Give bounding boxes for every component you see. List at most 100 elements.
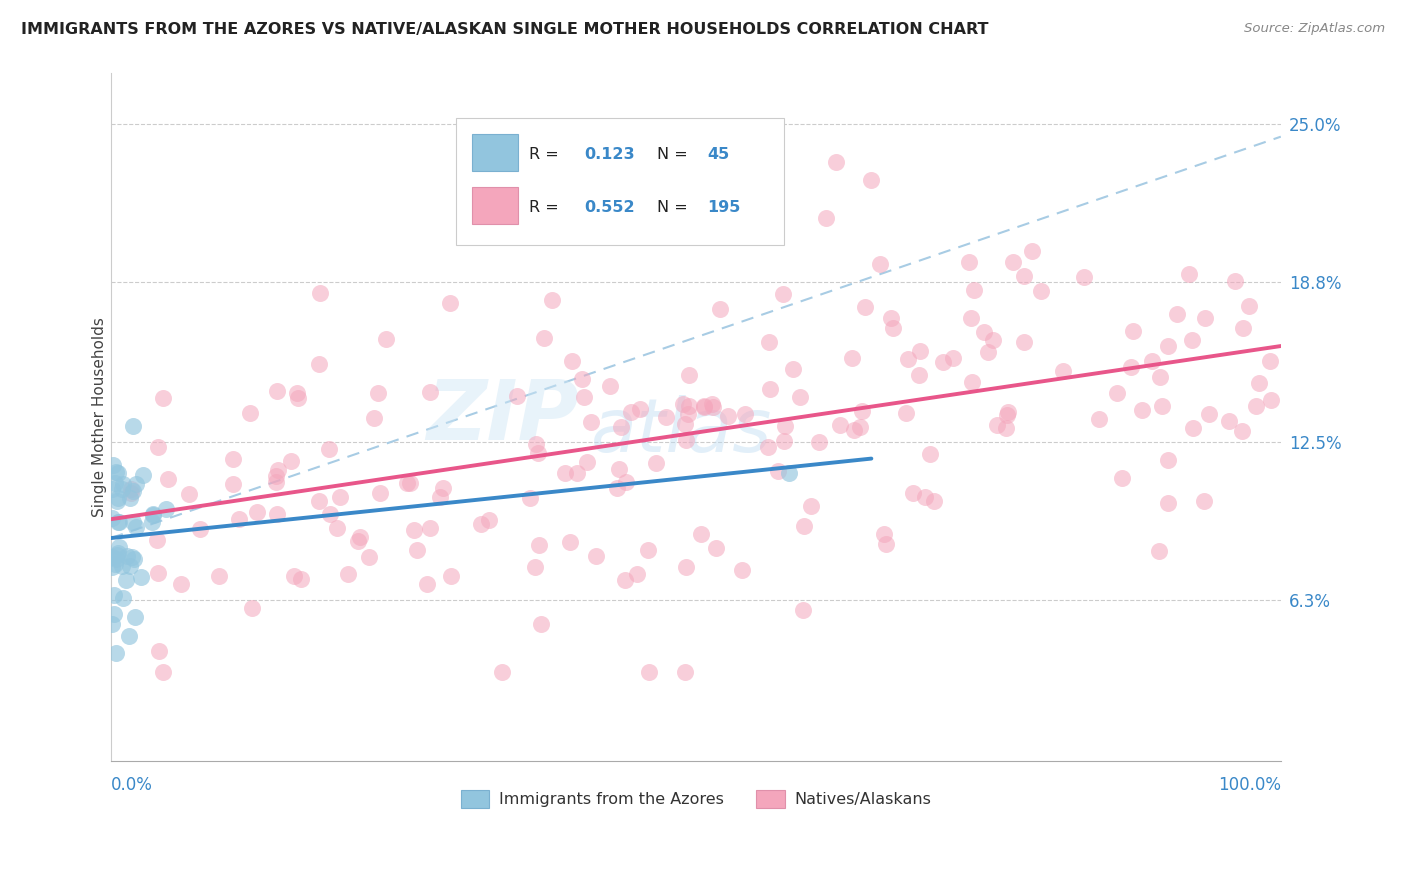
- Natives/Alaskans: [560, 534, 582, 549]
- Natives/Alaskans: [337, 566, 360, 581]
- Immigrants from the Azores: [107, 546, 129, 560]
- Natives/Alaskans: [576, 455, 599, 469]
- Natives/Alaskans: [628, 402, 651, 417]
- Natives/Alaskans: [894, 406, 917, 420]
- Immigrants from the Azores: [104, 465, 127, 479]
- Natives/Alaskans: [402, 523, 425, 537]
- Natives/Alaskans: [478, 513, 501, 527]
- Immigrants from the Azores: [101, 617, 124, 632]
- Natives/Alaskans: [367, 386, 389, 401]
- Natives/Alaskans: [599, 378, 621, 392]
- Natives/Alaskans: [676, 407, 699, 421]
- Natives/Alaskans: [509, 194, 531, 208]
- Natives/Alaskans: [637, 542, 659, 557]
- Immigrants from the Azores: [155, 501, 177, 516]
- Natives/Alaskans: [869, 257, 891, 271]
- Natives/Alaskans: [976, 345, 998, 359]
- Natives/Alaskans: [842, 424, 865, 438]
- Immigrants from the Azores: [124, 609, 146, 624]
- Immigrants from the Azores: [132, 468, 155, 483]
- Natives/Alaskans: [146, 566, 169, 580]
- Immigrants from the Azores: [121, 549, 143, 564]
- Natives/Alaskans: [756, 440, 779, 454]
- Natives/Alaskans: [759, 382, 782, 396]
- Natives/Alaskans: [188, 523, 211, 537]
- Natives/Alaskans: [986, 418, 1008, 433]
- Natives/Alaskans: [772, 286, 794, 301]
- Natives/Alaskans: [675, 559, 697, 574]
- Natives/Alaskans: [1142, 354, 1164, 368]
- Natives/Alaskans: [308, 494, 330, 508]
- FancyBboxPatch shape: [456, 118, 783, 245]
- Immigrants from the Azores: [101, 458, 124, 473]
- Natives/Alaskans: [368, 486, 391, 500]
- Natives/Alaskans: [910, 344, 932, 359]
- Natives/Alaskans: [419, 385, 441, 400]
- Natives/Alaskans: [1178, 267, 1201, 281]
- Immigrants from the Azores: [111, 558, 134, 573]
- Text: R =: R =: [529, 200, 564, 215]
- Natives/Alaskans: [1111, 470, 1133, 484]
- Natives/Alaskans: [146, 533, 169, 548]
- Natives/Alaskans: [170, 577, 193, 591]
- Natives/Alaskans: [879, 311, 901, 326]
- Natives/Alaskans: [152, 665, 174, 679]
- Natives/Alaskans: [1166, 307, 1188, 321]
- Natives/Alaskans: [620, 405, 643, 419]
- Natives/Alaskans: [792, 603, 814, 617]
- Natives/Alaskans: [530, 617, 553, 632]
- Natives/Alaskans: [957, 255, 980, 269]
- Text: IMMIGRANTS FROM THE AZORES VS NATIVE/ALASKAN SINGLE MOTHER HOUSEHOLDS CORRELATIO: IMMIGRANTS FROM THE AZORES VS NATIVE/ALA…: [21, 22, 988, 37]
- Natives/Alaskans: [1260, 392, 1282, 407]
- Natives/Alaskans: [875, 537, 897, 551]
- Natives/Alaskans: [157, 472, 180, 486]
- Natives/Alaskans: [606, 481, 628, 495]
- Natives/Alaskans: [897, 352, 920, 367]
- Natives/Alaskans: [308, 357, 330, 371]
- Natives/Alaskans: [1225, 274, 1247, 288]
- Natives/Alaskans: [429, 490, 451, 504]
- Natives/Alaskans: [439, 296, 461, 310]
- Immigrants from the Azores: [108, 540, 131, 554]
- Natives/Alaskans: [922, 493, 945, 508]
- Natives/Alaskans: [1157, 496, 1180, 510]
- Natives/Alaskans: [491, 665, 513, 679]
- Natives/Alaskans: [981, 333, 1004, 347]
- Natives/Alaskans: [239, 405, 262, 419]
- Text: 100.0%: 100.0%: [1218, 776, 1281, 794]
- Natives/Alaskans: [942, 351, 965, 365]
- Natives/Alaskans: [208, 569, 231, 583]
- Natives/Alaskans: [574, 390, 596, 404]
- Immigrants from the Azores: [111, 591, 134, 606]
- Natives/Alaskans: [873, 526, 896, 541]
- Natives/Alaskans: [406, 543, 429, 558]
- Natives/Alaskans: [309, 285, 332, 300]
- Natives/Alaskans: [416, 577, 439, 591]
- Natives/Alaskans: [1012, 334, 1035, 349]
- Text: 195: 195: [707, 200, 741, 215]
- Immigrants from the Azores: [121, 483, 143, 498]
- Natives/Alaskans: [266, 507, 288, 521]
- Natives/Alaskans: [439, 569, 461, 583]
- Natives/Alaskans: [730, 563, 752, 577]
- Text: 45: 45: [707, 146, 730, 161]
- Natives/Alaskans: [349, 530, 371, 544]
- Natives/Alaskans: [614, 475, 637, 489]
- Natives/Alaskans: [1198, 407, 1220, 421]
- Natives/Alaskans: [644, 456, 666, 470]
- Natives/Alaskans: [1258, 354, 1281, 368]
- Immigrants from the Azores: [107, 515, 129, 529]
- Natives/Alaskans: [789, 390, 811, 404]
- Natives/Alaskans: [848, 419, 870, 434]
- Natives/Alaskans: [1192, 493, 1215, 508]
- Natives/Alaskans: [246, 505, 269, 519]
- Natives/Alaskans: [800, 499, 823, 513]
- Text: R =: R =: [529, 146, 564, 161]
- Immigrants from the Azores: [115, 549, 138, 564]
- Natives/Alaskans: [287, 391, 309, 405]
- Natives/Alaskans: [675, 434, 697, 448]
- Natives/Alaskans: [841, 351, 863, 366]
- Natives/Alaskans: [1157, 339, 1180, 353]
- Natives/Alaskans: [524, 436, 547, 450]
- Natives/Alaskans: [782, 361, 804, 376]
